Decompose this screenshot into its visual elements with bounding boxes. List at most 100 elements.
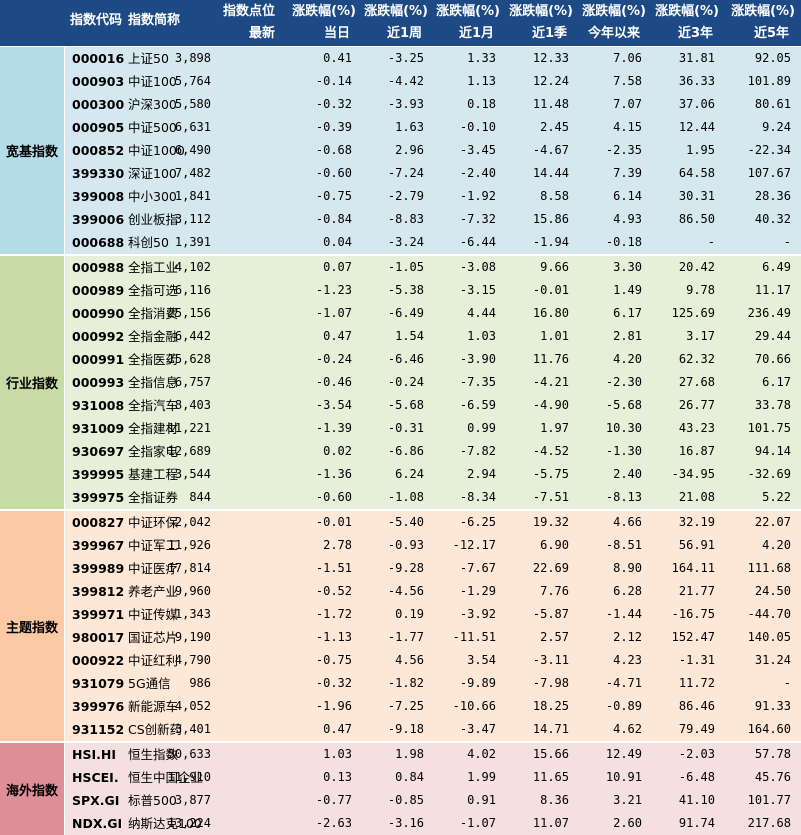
header-latest: 最新 <box>248 26 275 41</box>
index-name: 5G通信 <box>128 676 171 691</box>
index-code: 399006 <box>72 212 125 227</box>
group-label: 行业指数 <box>0 256 65 509</box>
change-value: -4.42 <box>387 74 424 88</box>
index-name: 新能源车 <box>128 699 179 714</box>
change-value: 1.95 <box>686 143 715 157</box>
change-value: 32.19 <box>678 515 715 529</box>
change-value: -11.51 <box>452 630 496 644</box>
change-value: -6.44 <box>459 235 496 249</box>
index-code: 980017 <box>72 630 125 645</box>
change-value: 12.33 <box>532 51 569 65</box>
change-value: 1.03 <box>467 329 496 343</box>
change-value: 1.03 <box>323 747 352 761</box>
index-point: 9,960 <box>174 584 211 598</box>
change-value: 41.10 <box>678 793 715 807</box>
change-value: 6.90 <box>540 538 569 552</box>
change-value: -8.34 <box>459 490 496 504</box>
index-code: 399995 <box>72 467 125 482</box>
index-code: 930697 <box>72 444 125 459</box>
index-name: 全指信息 <box>128 375 179 390</box>
index-code: 000300 <box>72 97 125 112</box>
index-point: 6,490 <box>174 143 211 157</box>
header-period: 近5年 <box>753 26 789 41</box>
table-row: HSI.HI 恒生指数 30,633 1.03 1.98 4.02 15.66 12.49 -2… <box>64 743 801 766</box>
index-code: HSCEI. <box>72 770 119 785</box>
change-value: 56.91 <box>678 538 715 552</box>
change-value: -3.25 <box>387 51 424 65</box>
change-value: -7.51 <box>532 490 569 504</box>
change-value: -10.66 <box>452 699 496 713</box>
table-header: 指数代码 指数简称 指数点位 最新 涨跌幅(%) 当日 涨跌幅(%) 近1周 涨跌幅(%… <box>0 0 801 46</box>
index-code: 000852 <box>72 143 125 158</box>
header-period: 近1周 <box>386 26 422 41</box>
index-code: SPX.GI <box>72 793 120 808</box>
index-point: 4,052 <box>174 699 211 713</box>
change-value: 11.72 <box>678 676 715 690</box>
index-code: 931079 <box>72 676 125 691</box>
change-value: -1.92 <box>459 189 496 203</box>
change-value: 4.56 <box>395 653 424 667</box>
change-value: -3.90 <box>459 352 496 366</box>
table-row: 399989 中证医疗 17,814 -1.51 -9.28 -7.67 22.69 8.90… <box>64 557 801 580</box>
change-value: 26.77 <box>678 398 715 412</box>
change-value: 2.12 <box>613 630 642 644</box>
header-period: 当日 <box>323 26 350 41</box>
change-value: 217.68 <box>747 816 791 830</box>
change-value: 6.17 <box>762 375 791 389</box>
change-value: -3.11 <box>532 653 569 667</box>
index-name: 恒生中国企业 <box>128 770 204 785</box>
change-value: -3.15 <box>459 283 496 297</box>
index-code: NDX.GI <box>72 816 123 831</box>
table-row: 000993 全指信息 6,757 -0.46 -0.24 -7.35 -4.21 -2.30… <box>64 371 801 394</box>
change-value: -3.47 <box>459 722 496 736</box>
change-value: 11.65 <box>532 770 569 784</box>
change-value: -2.40 <box>459 166 496 180</box>
change-value: 20.42 <box>678 260 715 274</box>
change-value: -1.94 <box>532 235 569 249</box>
change-value: 31.24 <box>754 653 791 667</box>
index-name: 中证红利 <box>128 653 179 668</box>
change-value: -0.01 <box>315 515 352 529</box>
change-value: 7.58 <box>613 74 642 88</box>
change-value: -0.01 <box>532 283 569 297</box>
change-value: 4.62 <box>613 722 642 736</box>
change-value: 2.60 <box>613 816 642 830</box>
change-value: -1.31 <box>678 653 715 667</box>
table-row: 931008 全指汽车 8,403 -3.54 -5.68 -6.59 -4.90 -5.68… <box>64 394 801 417</box>
table-row: 000688 科创50 1,391 0.04 -3.24 -6.44 -1.94 -0.18 -… <box>64 231 801 254</box>
change-value: 7.07 <box>613 97 642 111</box>
change-value: 28.36 <box>754 189 791 203</box>
change-value: -4.67 <box>532 143 569 157</box>
change-value: 3.17 <box>686 329 715 343</box>
change-value: -8.83 <box>387 212 424 226</box>
change-value: 86.50 <box>678 212 715 226</box>
change-value: 21.08 <box>678 490 715 504</box>
table-row: 000827 中证环保 2,042 -0.01 -5.40 -6.25 19.32 4.66 3… <box>64 511 801 534</box>
change-value: 1.97 <box>540 421 569 435</box>
index-code: 000688 <box>72 235 125 250</box>
change-value: 0.41 <box>323 51 352 65</box>
change-value: -5.87 <box>532 607 569 621</box>
index-point: 3,544 <box>174 467 211 481</box>
table-row: 000990 全指消费 25,156 -1.07 -6.49 4.44 16.80 6.17 1… <box>64 302 801 325</box>
index-name: 深证100 <box>128 166 177 181</box>
index-code: 000827 <box>72 515 125 530</box>
index-group: 海外指数 HSI.HI 恒生指数 30,633 1.03 1.98 4.02 15.66 12.… <box>0 743 801 835</box>
index-point: 3,877 <box>174 793 211 807</box>
table-row: NDX.GI 纳斯达克100 13,224 -2.63 -3.16 -1.07 11.07 2… <box>64 812 801 835</box>
change-value: 1.33 <box>467 51 496 65</box>
change-value: 1.01 <box>540 329 569 343</box>
table-row: 399006 创业板指 3,112 -0.84 -8.83 -7.32 15.86 4.93 8… <box>64 208 801 231</box>
change-value: 4.20 <box>613 352 642 366</box>
index-group: 主题指数 000827 中证环保 2,042 -0.01 -5.40 -6.25 19.32 4… <box>0 511 801 741</box>
index-point: 12,689 <box>167 444 211 458</box>
change-value: 31.81 <box>678 51 715 65</box>
change-value: -34.95 <box>671 467 715 481</box>
group-label: 宽基指数 <box>0 47 65 254</box>
change-value: 6.49 <box>762 260 791 274</box>
index-point: 3,898 <box>174 51 211 65</box>
change-value: -2.63 <box>315 816 352 830</box>
change-value: -5.75 <box>532 467 569 481</box>
index-name: 全指家电 <box>128 444 179 459</box>
change-value: -1.23 <box>315 283 352 297</box>
